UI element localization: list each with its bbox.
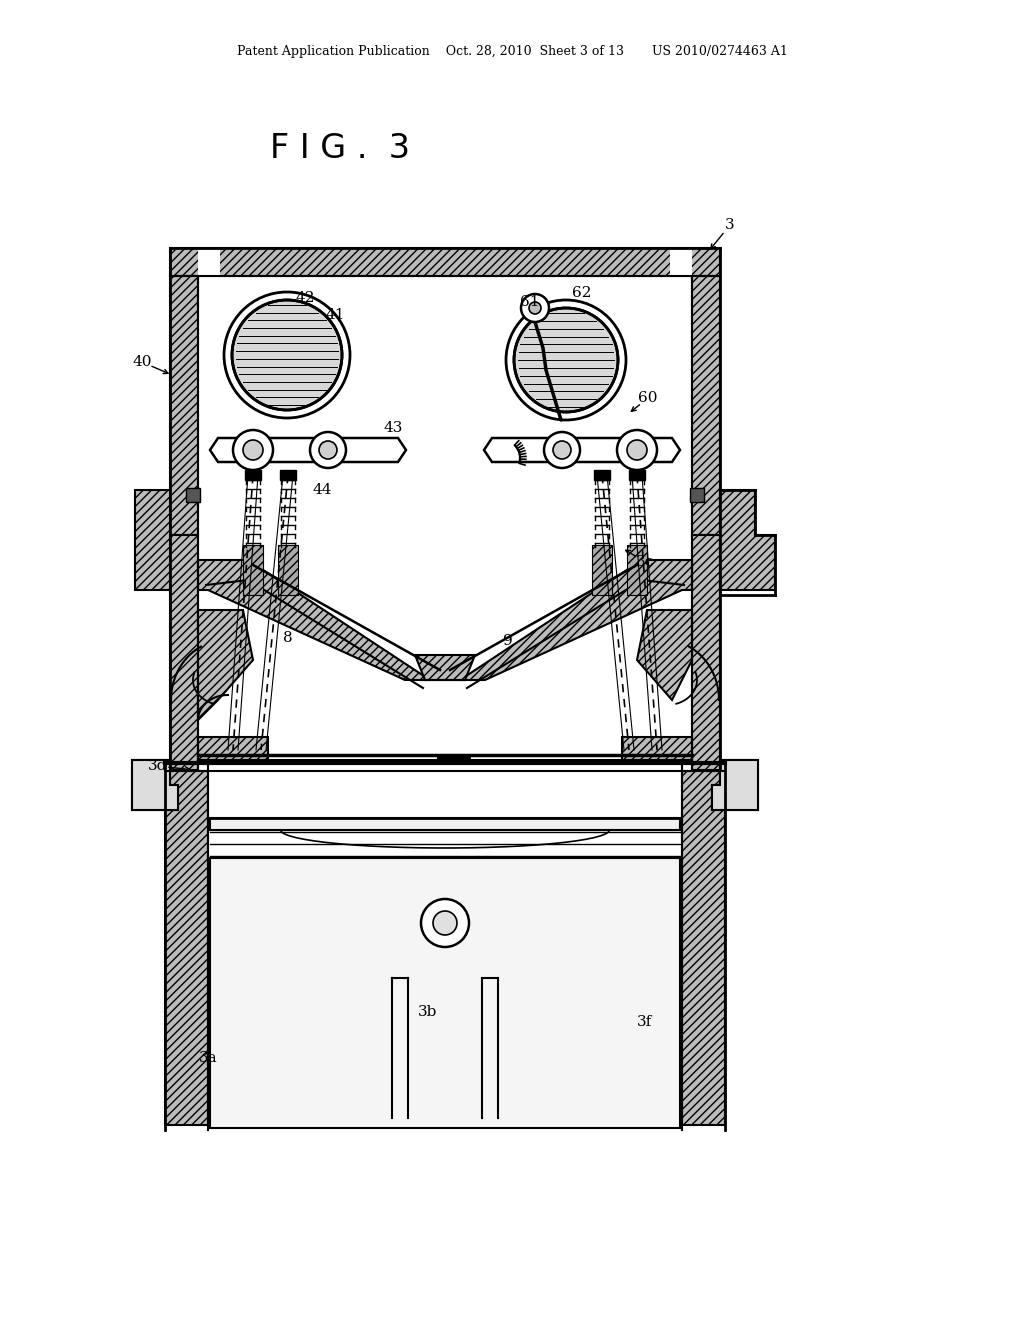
Text: Patent Application Publication    Oct. 28, 2010  Sheet 3 of 13       US 2010/027: Patent Application Publication Oct. 28, … [237,45,787,58]
Text: F I G .  3: F I G . 3 [270,132,410,165]
Circle shape [243,440,263,459]
Polygon shape [210,818,680,830]
Circle shape [617,430,657,470]
Text: 3c: 3c [636,554,654,569]
Text: 3b: 3b [419,1005,437,1019]
Text: 61: 61 [520,294,540,309]
Polygon shape [198,610,253,719]
Polygon shape [720,490,775,590]
Text: 9: 9 [503,634,513,648]
Polygon shape [170,535,198,770]
Text: 44: 44 [312,483,332,498]
Circle shape [627,440,647,459]
Polygon shape [592,545,612,595]
Circle shape [319,441,337,459]
Circle shape [310,432,346,469]
Polygon shape [712,760,758,810]
Text: 62: 62 [572,286,592,300]
Polygon shape [132,760,178,810]
Polygon shape [622,737,692,760]
Text: 3f: 3f [637,1015,652,1030]
Polygon shape [692,276,720,535]
Polygon shape [682,771,725,1125]
Circle shape [553,441,571,459]
Bar [186,488,200,502]
Polygon shape [210,438,406,462]
Circle shape [421,899,469,946]
Text: 41: 41 [326,308,345,322]
Polygon shape [198,248,220,276]
Bar [629,470,645,480]
Bar [594,470,610,480]
Text: 8: 8 [284,631,293,645]
Bar [245,470,261,480]
Text: 3: 3 [725,218,735,232]
Polygon shape [243,545,263,595]
Polygon shape [198,560,430,680]
Circle shape [514,308,618,412]
Circle shape [521,294,549,322]
Text: 3d: 3d [148,759,168,774]
Polygon shape [627,545,647,595]
Circle shape [224,292,350,418]
Circle shape [233,430,273,470]
Text: 3a: 3a [199,1051,217,1065]
Polygon shape [170,276,198,535]
Polygon shape [170,248,720,276]
Polygon shape [692,535,720,770]
Bar [280,470,296,480]
Polygon shape [135,490,170,590]
Polygon shape [415,655,475,680]
Text: 60: 60 [638,391,657,405]
Circle shape [506,300,626,420]
Text: 42: 42 [295,290,314,305]
Polygon shape [278,545,298,595]
Bar [690,488,705,502]
Polygon shape [712,760,758,810]
Text: 43: 43 [383,421,402,436]
Polygon shape [670,248,692,276]
Polygon shape [637,610,692,700]
Text: 40: 40 [132,355,152,370]
Polygon shape [460,560,692,680]
Polygon shape [484,438,680,462]
Polygon shape [198,737,268,760]
Circle shape [232,300,342,411]
Polygon shape [210,858,680,1129]
Circle shape [433,911,457,935]
Polygon shape [132,760,178,810]
Polygon shape [165,771,208,1125]
Circle shape [544,432,580,469]
Circle shape [529,302,541,314]
